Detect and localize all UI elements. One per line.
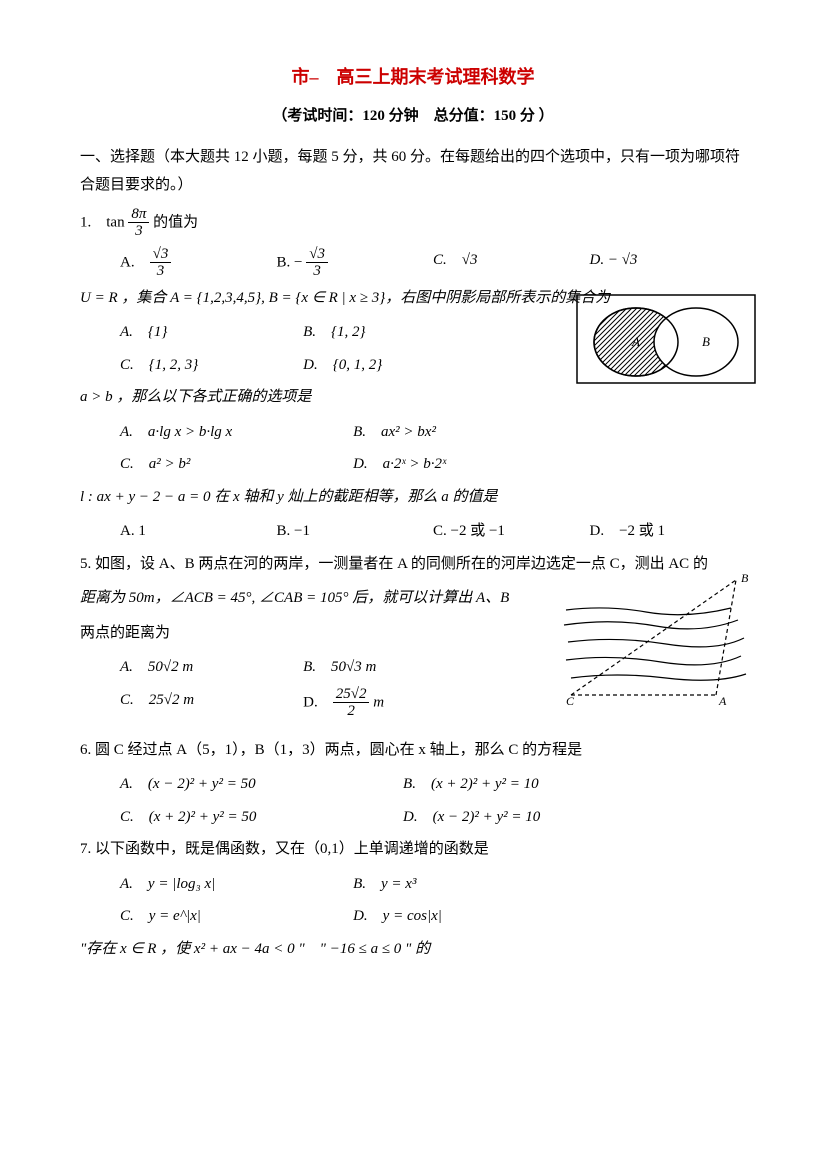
- q2-options: A. {1} B. {1, 2} C. {1, 2, 3} D. {0, 1, …: [80, 318, 486, 383]
- q7-opt-a: A. y = |log₃ x|: [120, 870, 353, 899]
- q3-opt-a: A. a·lg x > b·lg x: [120, 418, 353, 447]
- q7-options: A. y = |log₃ x| B. y = x³ C. y = e^|x| D…: [80, 870, 586, 935]
- q1-stem-pre: 1. tan: [80, 214, 128, 230]
- q8-stem: "存在 x ∈ R ，使 x² + ax − 4a < 0 " " −16 ≤ …: [80, 935, 746, 964]
- svg-text:C: C: [566, 694, 575, 708]
- q3-options: A. a·lg x > b·lg x B. ax² > bx² C. a² > …: [80, 418, 586, 483]
- q6-opt-b: B. (x + 2)² + y² = 10: [403, 770, 686, 799]
- q1-opt-c: C. √3: [433, 246, 590, 280]
- q6-stem: 6. 圆 C 经过点 A（5，1），B（1，3）两点，圆心在 x 轴上，那么 C…: [80, 736, 746, 765]
- q5-opt-d: D. 25√22 m: [303, 686, 486, 720]
- q2-opt-d: D. {0, 1, 2}: [303, 351, 486, 380]
- q6-opt-c: C. (x + 2)² + y² = 50: [120, 803, 403, 832]
- q2-opt-a: A. {1}: [120, 318, 303, 347]
- svg-text:A: A: [631, 334, 640, 349]
- exam-title: 市– 高三上期末考试理科数学: [80, 60, 746, 94]
- q2-opt-c: C. {1, 2, 3}: [120, 351, 303, 380]
- q7-opt-d: D. y = cos|x|: [353, 902, 586, 931]
- svg-text:B: B: [741, 571, 749, 585]
- q6-opt-a: A. (x − 2)² + y² = 50: [120, 770, 403, 799]
- q7-opt-b: B. y = x³: [353, 870, 586, 899]
- q5-opt-b: B. 50√3 m: [303, 653, 486, 682]
- q4-opt-d: D. −2 或 1: [590, 517, 747, 546]
- q1-stem-post: 的值为: [149, 214, 198, 230]
- q5-opt-a: A. 50√2 m: [120, 653, 303, 682]
- q1-options: A. √33 B. − √33 C. √3 D. − √3: [80, 246, 746, 284]
- q3-opt-b: B. ax² > bx²: [353, 418, 586, 447]
- q1-opt-b: B. − √33: [277, 246, 434, 280]
- exam-subtitle: （考试时间：120 分钟 总分值：150 分 ）: [80, 102, 746, 131]
- river-diagram: C A B: [556, 570, 756, 710]
- svg-text:A: A: [718, 694, 727, 708]
- q5-options: A. 50√2 m B. 50√3 m C. 25√2 m D. 25√22 m: [80, 653, 486, 724]
- q1: 1. tan 8π3 的值为: [80, 206, 746, 240]
- q4-opt-b: B. −1: [277, 517, 434, 546]
- q1-opt-d: D. − √3: [590, 246, 747, 280]
- svg-text:B: B: [702, 334, 710, 349]
- q3-opt-c: C. a² > b²: [120, 450, 353, 479]
- q4-options: A. 1 B. −1 C. −2 或 −1 D. −2 或 1: [80, 517, 746, 550]
- q4-opt-a: A. 1: [120, 517, 277, 546]
- q4-stem: l : ax + y − 2 − a = 0 在 x 轴和 y 灿上的截距相等，…: [80, 483, 746, 512]
- q7-stem: 7. 以下函数中，既是偶函数，又在（0,1）上单调递增的函数是: [80, 835, 746, 864]
- q5-opt-c: C. 25√2 m: [120, 686, 303, 720]
- q6-opt-d: D. (x − 2)² + y² = 10: [403, 803, 686, 832]
- venn-diagram: A B: [576, 294, 756, 384]
- q1-frac: 8π3: [128, 206, 149, 240]
- q3-opt-d: D. a·2ˣ > b·2ˣ: [353, 450, 586, 479]
- q4-opt-c: C. −2 或 −1: [433, 517, 590, 546]
- section-1-header: 一、选择题（本大题共 12 小题，每题 5 分，共 60 分。在每题给出的四个选…: [80, 143, 746, 200]
- q2-opt-b: B. {1, 2}: [303, 318, 486, 347]
- q3-stem: a > b ，那么以下各式正确的选项是: [80, 383, 746, 412]
- q1-opt-a: A. √33: [120, 246, 277, 280]
- q6-options: A. (x − 2)² + y² = 50 B. (x + 2)² + y² =…: [80, 770, 686, 835]
- q7-opt-c: C. y = e^|x|: [120, 902, 353, 931]
